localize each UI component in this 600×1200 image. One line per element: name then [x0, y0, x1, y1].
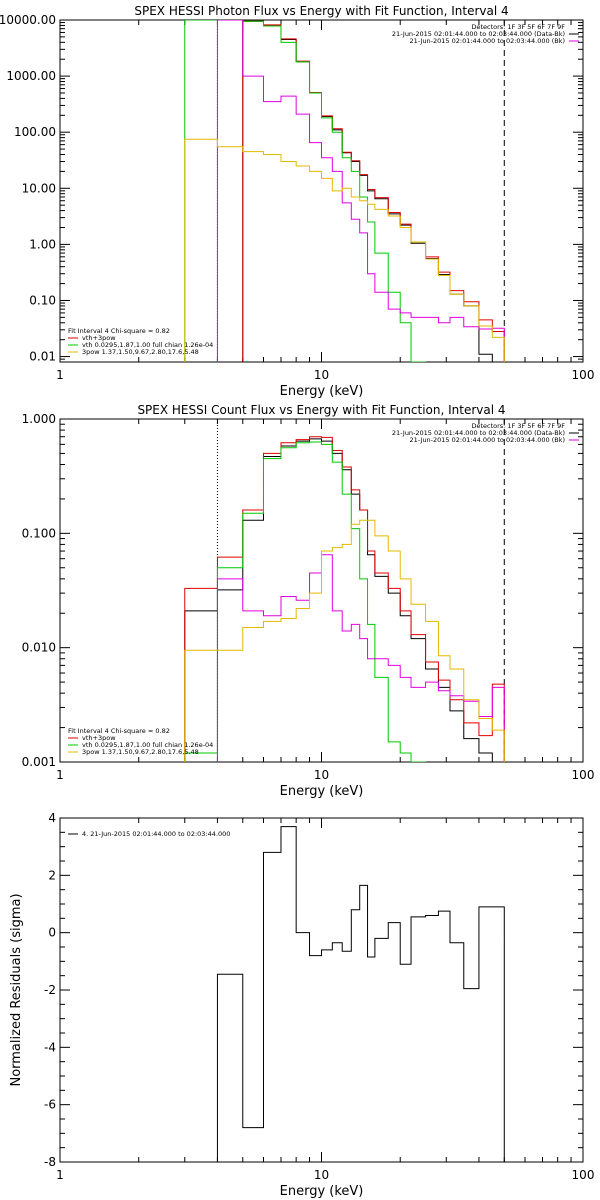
chart-title: SPEX HESSI Count Flux vs Energy with Fit… [137, 403, 505, 417]
series-line-1 [184, 438, 505, 762]
x-axis-label: Energy (keV) [280, 384, 364, 399]
x-axis-label: Energy (keV) [280, 784, 364, 799]
y-tick-label: 0.10 [29, 293, 56, 307]
x-tick-label: 100 [572, 768, 595, 782]
chart-panel-2: SPEX HESSI Count Flux vs Energy with Fit… [22, 403, 595, 799]
series-line-5 [184, 519, 505, 762]
x-tick-label: 100 [572, 368, 595, 382]
legend-left-text: vth 0.0295,1.87,1.00 full chian 1.26e-04 [82, 741, 213, 749]
chart-panel-3: 1 10 100 Energy (keV) -8 -6 -4 -2 0 2 4 Normalized … [9, 811, 594, 1199]
chart-title: SPEX HESSI Photon Flux vs Energy with Fi… [134, 4, 508, 18]
series-line-1 [242, 20, 505, 362]
x-tick-label: 10 [314, 768, 329, 782]
x-axis-label: Energy (keV) [280, 1184, 364, 1199]
legend-left-text: 4. 21-Jun-2015 02:01:44.000 to 02:03:44.… [82, 830, 230, 838]
y-tick-label: 2 [48, 868, 56, 882]
legend-left-text: vth 0.0295,1.87,1.00 full chian 1.26e-04 [82, 341, 213, 349]
y-tick-label: 100.00 [14, 125, 56, 139]
series-line-5 [184, 138, 505, 362]
y-tick-label: -6 [44, 1098, 56, 1112]
plot-area [216, 826, 505, 1162]
x-tick-label: 1 [56, 768, 64, 782]
legend-left-text: 3pow 1.37,1.50,9.67,2.80,17.6,5.48 [82, 348, 199, 356]
y-tick-label: 1.00 [29, 237, 56, 251]
series-line-4 [216, 20, 505, 362]
y-tick-label: 4 [48, 811, 56, 825]
series-line-2 [184, 436, 505, 762]
x-tick-label: 10 [314, 1168, 329, 1182]
legend-right-text: Detectors: 1F 3F 5F 6F 7F 9F [471, 23, 565, 31]
y-tick-label: 0.01 [29, 350, 56, 364]
y-tick-label: 10.00 [22, 181, 56, 195]
plot-area [184, 419, 505, 762]
y-tick-label: -8 [44, 1155, 56, 1169]
y-tick-label: 10000.00 [0, 13, 56, 27]
series-line-3 [184, 441, 426, 762]
y-tick-label: 1000.00 [6, 69, 56, 83]
x-tick-label: 100 [572, 1168, 595, 1182]
y-tick-label: -2 [44, 983, 56, 997]
chart-panel-1: SPEX HESSI Photon Flux vs Energy with Fi… [0, 4, 594, 399]
x-tick-label: 10 [314, 368, 329, 382]
x-tick-label: 1 [56, 1168, 64, 1182]
legend-left-text: vth+3pow [82, 734, 116, 742]
legend-right-text: 21-Jun-2015 02:01:44.000 to 02:03:44.000… [410, 37, 565, 45]
legend-left-text: 3pow 1.37,1.50,9.67,2.80,17.6,5.48 [82, 748, 199, 756]
y-tick-label: 1.000 [22, 412, 56, 426]
series-line-3 [184, 20, 426, 362]
legend-right-text: 21-Jun-2015 02:01:44.000 to 02:03:44.000… [410, 436, 565, 444]
series-line-4 [216, 554, 505, 762]
y-tick-label: 0.001 [22, 755, 56, 769]
y-tick-label: -4 [44, 1040, 56, 1054]
legend-left-text: vth+3pow [82, 334, 116, 342]
legend-right-text: Detectors: 1F 3F 5F 6F 7F 9F [471, 422, 565, 430]
y-tick-label: 0.010 [22, 641, 56, 655]
series-line-2 [242, 20, 505, 362]
x-tick-label: 1 [56, 368, 64, 382]
legend-left-text: Fit Interval 4 Chi-square = 0.82 [68, 327, 170, 335]
series-line-1 [216, 826, 505, 1162]
legend-right-text: 21-Jun-2015 02:01:44.000 to 02:03:44.000… [392, 429, 565, 437]
plot-area [184, 20, 505, 362]
legend-right-text: 21-Jun-2015 02:01:44.000 to 02:03:44.000… [392, 30, 565, 38]
y-tick-label: 0 [48, 926, 56, 940]
legend-left-text: Fit Interval 4 Chi-square = 0.82 [68, 727, 170, 735]
y-axis-label: Normalized Residuals (sigma) [9, 893, 24, 1086]
y-tick-label: 0.100 [22, 526, 56, 540]
